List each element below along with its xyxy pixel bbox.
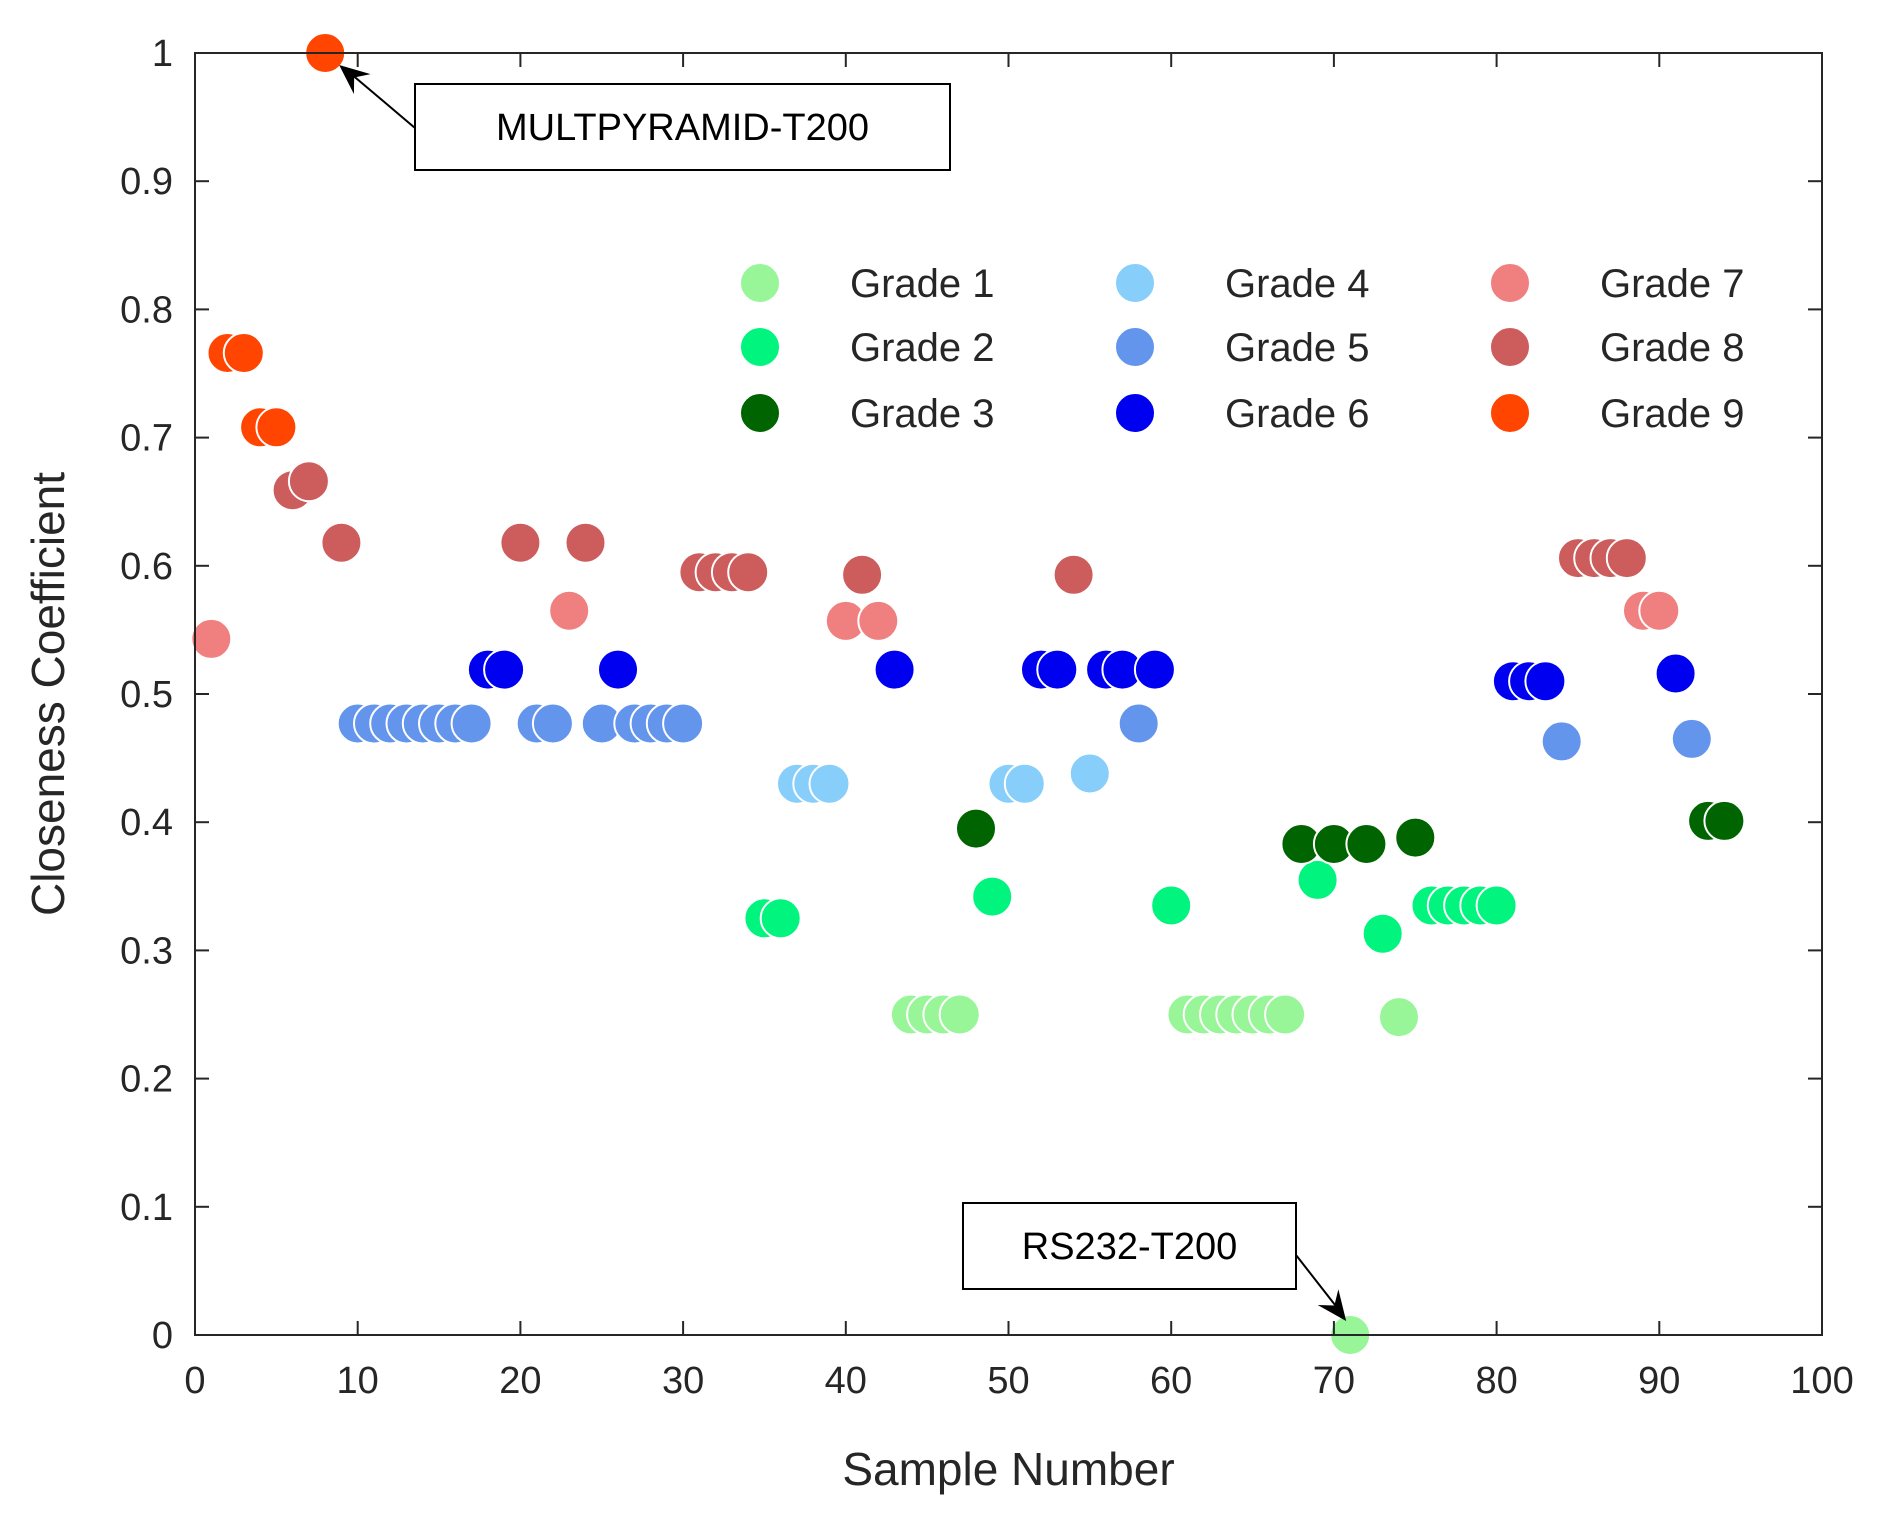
point-grade-5	[450, 702, 493, 745]
point-grade-7	[857, 599, 900, 642]
point-grade-6	[1133, 648, 1176, 691]
data-points	[190, 32, 1746, 1356]
legend-label: Grade 6	[1225, 392, 1370, 436]
x-tick-label: 20	[499, 1360, 541, 1402]
point-grade-8	[320, 521, 363, 564]
point-grade-9	[255, 406, 298, 449]
point-grade-3	[955, 807, 997, 850]
y-tick-label: 0.1	[120, 1187, 173, 1229]
point-grade-8	[841, 553, 884, 596]
point-grade-4	[1003, 762, 1046, 805]
legend-label: Grade 7	[1600, 262, 1745, 306]
annotation-arrow-head	[1317, 1289, 1347, 1321]
point-grade-8	[287, 460, 330, 503]
legend-label: Grade 5	[1225, 326, 1370, 370]
legend-marker	[739, 326, 781, 368]
legend-marker	[1489, 326, 1531, 368]
annotation-label-multpyramid: MULTPYRAMID-T200	[496, 107, 869, 149]
point-grade-6	[1654, 652, 1697, 695]
point-grade-7	[190, 617, 233, 660]
legend-label: Grade 2	[850, 326, 995, 370]
point-grade-8	[1052, 553, 1095, 596]
legend: Grade 1 Grade 2 Grade 3 Grade 4 Grade 5 Grade…	[739, 262, 1745, 436]
point-grade-8	[1605, 537, 1648, 580]
point-grade-5	[662, 702, 705, 745]
legend-marker	[1114, 392, 1156, 434]
y-tick-label: 0.3	[120, 930, 173, 972]
annotation-box	[414, 83, 951, 171]
annotation-box	[962, 1202, 1297, 1290]
point-grade-8	[499, 521, 542, 564]
point-grade-5	[531, 702, 574, 745]
legend-marker	[1489, 392, 1531, 434]
point-grade-2	[759, 897, 802, 940]
point-grade-5	[1117, 702, 1160, 745]
point-grade-9	[222, 332, 265, 374]
x-axis-label: Sample Number	[842, 1443, 1174, 1495]
y-tick-label: 0.7	[120, 418, 173, 460]
x-tick-label: 60	[1150, 1360, 1192, 1402]
point-grade-8	[727, 551, 770, 594]
legend-label: Grade 9	[1600, 392, 1745, 436]
legend-marker	[1114, 262, 1156, 304]
point-grade-7	[1638, 589, 1681, 632]
x-tick-label: 90	[1638, 1360, 1680, 1402]
point-grade-3	[1394, 816, 1437, 859]
legend-label: Grade 3	[850, 392, 995, 436]
y-tick-label: 0.8	[120, 289, 173, 331]
annotation-arrow-line	[1295, 1254, 1339, 1310]
point-grade-2	[971, 875, 1014, 918]
point-grade-5	[1670, 717, 1713, 760]
point-grade-2	[1361, 912, 1404, 955]
x-tick-label: 100	[1790, 1360, 1853, 1402]
y-tick-label: 0.9	[120, 161, 173, 203]
point-grade-4	[808, 762, 851, 805]
x-tick-label: 80	[1475, 1360, 1517, 1402]
annotation-arrow-head	[339, 65, 371, 95]
y-tick-label: 0.6	[120, 546, 173, 588]
point-grade-2	[1475, 884, 1518, 927]
annotation-arrow-line	[350, 73, 416, 129]
plot-background	[195, 53, 1822, 1335]
point-grade-2	[1296, 858, 1339, 901]
point-grade-6	[483, 648, 526, 691]
point-grade-4	[1068, 752, 1111, 795]
legend-marker	[739, 392, 781, 434]
legend-label: Grade 8	[1600, 326, 1745, 370]
x-tick-label: 30	[662, 1360, 704, 1402]
point-grade-6	[1036, 648, 1079, 691]
point-grade-5	[1540, 720, 1583, 763]
point-grade-1	[1378, 996, 1420, 1039]
point-grade-6	[1524, 660, 1567, 703]
axis-ticks: 0 10 20 30 40 50 60 70 80 90 100 0 0.1 0.2 0.3 0.4 0.5 0.…	[120, 33, 1854, 1402]
y-tick-label: 0	[152, 1315, 173, 1357]
y-tick-label: 0.2	[120, 1059, 173, 1101]
x-tick-label: 40	[825, 1360, 867, 1402]
x-tick-label: 50	[987, 1360, 1029, 1402]
x-tick-label: 10	[337, 1360, 379, 1402]
annotations: MULTPYRAMID-T200 RS232-T200	[339, 65, 1347, 1321]
point-grade-1	[938, 993, 981, 1036]
x-tick-label: 0	[184, 1360, 205, 1402]
legend-marker	[1114, 326, 1156, 368]
point-grade-1	[1264, 993, 1307, 1036]
annotation-label-rs232: RS232-T200	[1022, 1226, 1237, 1268]
x-tick-label: 70	[1313, 1360, 1355, 1402]
legend-label: Grade 1	[850, 262, 995, 306]
point-grade-3	[1703, 799, 1746, 842]
legend-label: Grade 4	[1225, 262, 1370, 306]
y-tick-label: 0.4	[120, 802, 173, 844]
y-tick-label: 0.5	[120, 674, 173, 716]
y-axis-label: Closeness Coefficient	[22, 472, 74, 916]
y-tick-label: 1	[152, 33, 173, 75]
point-grade-2	[1150, 884, 1193, 927]
point-grade-6	[597, 648, 639, 691]
legend-marker	[1489, 262, 1531, 304]
point-grade-6	[873, 648, 916, 691]
legend-marker	[739, 262, 781, 304]
point-grade-8	[564, 521, 607, 564]
point-grade-3	[1345, 823, 1388, 865]
point-grade-7	[548, 589, 591, 632]
